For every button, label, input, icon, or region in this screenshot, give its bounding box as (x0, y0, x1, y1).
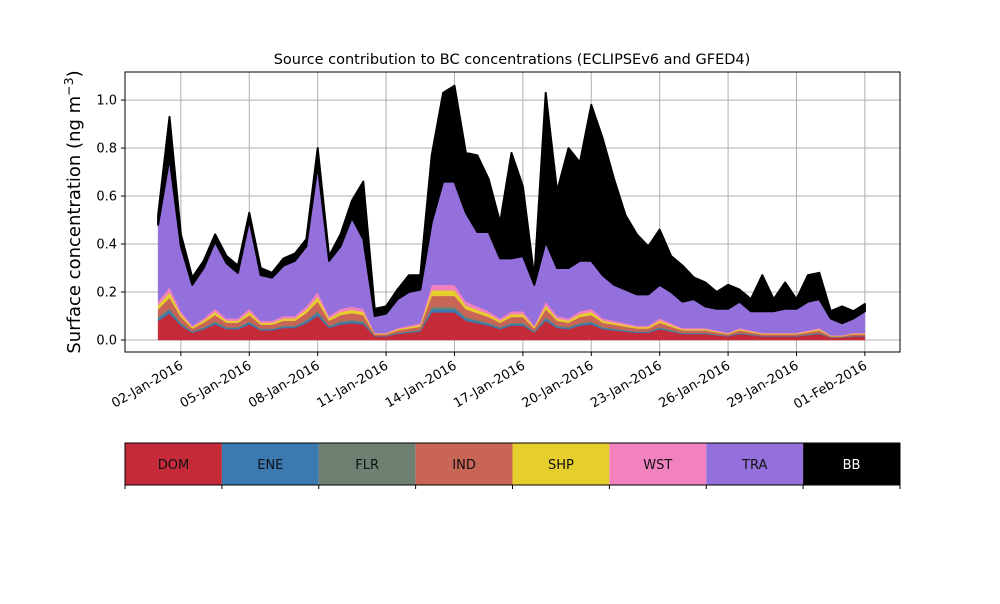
x-tick-label: 14-Jan-2016 (383, 358, 460, 411)
legend-item-tra: TRA (706, 443, 804, 485)
legend-item-wst: WST (609, 443, 707, 485)
legend-label: ENE (257, 458, 283, 473)
x-tick-label: 08-Jan-2016 (246, 358, 323, 411)
y-axis-ticks: 0.0 0.2 0.4 0.6 0.8 1.0 (96, 94, 125, 349)
legend-item-dom: DOM (125, 443, 222, 485)
legend-label: IND (452, 458, 476, 473)
legend-label: TRA (741, 458, 767, 473)
legend-label: FLR (355, 458, 379, 473)
legend-label: BB (843, 458, 861, 473)
legend-item-shp: SHP (512, 443, 610, 485)
x-tick-label: 23-Jan-2016 (588, 358, 665, 411)
legend-label: WST (643, 458, 672, 473)
x-tick-label: 02-Jan-2016 (109, 358, 186, 411)
legend-item-flr: FLR (318, 443, 416, 485)
legend-swatch (512, 443, 610, 485)
legend-swatch (221, 443, 319, 485)
x-tick-label: 26-Jan-2016 (656, 358, 733, 411)
y-tick-label: 0.2 (96, 286, 117, 301)
y-tick-label: 1.0 (96, 94, 117, 109)
area-bb (157, 84, 866, 325)
y-tick-label: 0.4 (96, 238, 117, 253)
y-tick-label: 0.8 (96, 142, 117, 157)
legend-item-ene: ENE (221, 443, 319, 485)
x-tick-label: 29-Jan-2016 (725, 358, 802, 411)
y-tick-label: 0.6 (96, 190, 117, 205)
legend-label: DOM (158, 458, 189, 473)
legend-item-ind: IND (415, 443, 513, 485)
legend-label: SHP (548, 458, 574, 473)
legend-swatch (415, 443, 513, 485)
x-tick-label: 20-Jan-2016 (520, 358, 597, 411)
legend-swatch (706, 443, 804, 485)
legend-swatch (803, 443, 900, 485)
series-areas (157, 84, 866, 341)
x-tick-label: 05-Jan-2016 (178, 358, 255, 411)
x-tick-label: 17-Jan-2016 (451, 358, 528, 411)
plot-frame (124, 71, 901, 353)
legend-colorbar: DOM ENE FLR IND SHP WST TRA BB (124, 442, 901, 489)
x-tick-label: 01-Feb-2016 (791, 358, 870, 412)
chart-title: Source contribution to BC concentrations… (274, 52, 751, 68)
x-tick-label: 11-Jan-2016 (314, 358, 391, 411)
x-axis-ticks: 02-Jan-201605-Jan-201608-Jan-201611-Jan-… (109, 352, 870, 412)
legend-swatch (609, 443, 707, 485)
legend-swatch (125, 443, 222, 485)
legend-swatch (318, 443, 416, 485)
legend-item-bb: BB (803, 443, 900, 485)
y-axis-label: Surface concentration (ng m−3) (61, 70, 85, 353)
y-tick-label: 0.0 (96, 334, 117, 349)
